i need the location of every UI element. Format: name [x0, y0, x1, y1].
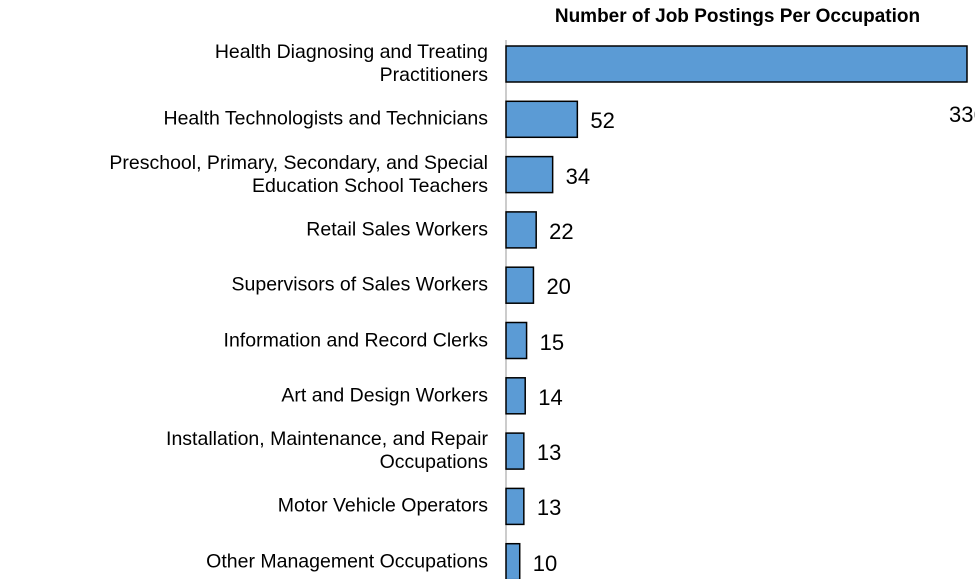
category-label: Retail Sales Workers [306, 218, 488, 241]
category-label: Health Technologists and Technicians [163, 107, 489, 130]
value-label: 14 [538, 384, 563, 410]
value-label: 52 [590, 108, 615, 134]
category-label: Information and Record Clerks [223, 329, 488, 351]
bar [505, 377, 526, 415]
bar [505, 542, 521, 579]
category-label: Other Management Occupations [206, 550, 488, 573]
value-label: 22 [549, 218, 574, 244]
category-label: Preschool, Primary, Secondary, and Speci… [109, 151, 488, 197]
bar [505, 321, 528, 360]
category-label: Health Diagnosing and Treating Practitio… [214, 41, 488, 86]
bar [505, 432, 525, 470]
value-label: 13 [536, 495, 562, 521]
value-label: 15 [539, 329, 565, 355]
chart-title: Number of Job Postings Per Occupation [554, 6, 921, 27]
value-label: 13 [536, 440, 562, 466]
value-label: 34 [565, 163, 591, 189]
category-label: Motor Vehicle Operators [277, 494, 488, 517]
category-label: Supervisors of Sales Workers [231, 273, 488, 296]
category-label: Installation, Maintenance, and Repair Oc… [166, 428, 488, 474]
bar [505, 266, 535, 304]
value-label: 336 [949, 102, 975, 127]
bar [505, 487, 525, 526]
bar [505, 155, 554, 194]
value-label: 10 [532, 550, 558, 576]
bar [505, 100, 579, 139]
bar [505, 211, 537, 249]
category-label: Art and Design Workers [281, 384, 488, 407]
bar [505, 45, 968, 83]
value-label: 20 [546, 274, 571, 300]
